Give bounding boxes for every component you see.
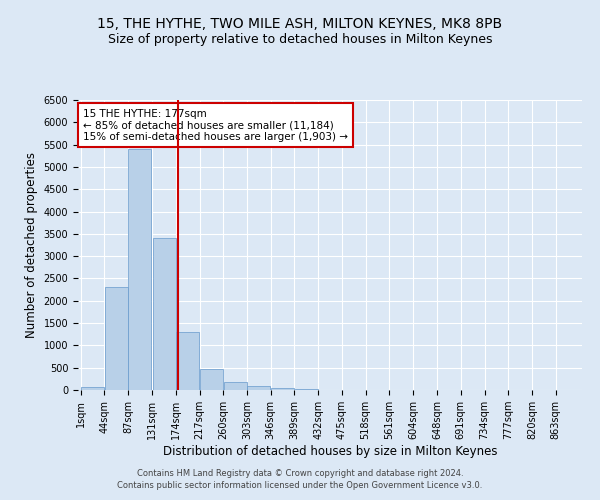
- Bar: [271, 388, 294, 390]
- Text: Contains public sector information licensed under the Open Government Licence v3: Contains public sector information licen…: [118, 481, 482, 490]
- Bar: [105, 288, 128, 390]
- Bar: [200, 368, 223, 390]
- Bar: [295, 388, 318, 390]
- Bar: [128, 149, 151, 390]
- X-axis label: Distribution of detached houses by size in Milton Keynes: Distribution of detached houses by size …: [163, 445, 497, 458]
- Bar: [247, 386, 271, 390]
- Bar: [153, 238, 176, 390]
- Text: Contains HM Land Registry data © Crown copyright and database right 2024.: Contains HM Land Registry data © Crown c…: [137, 468, 463, 477]
- Y-axis label: Number of detached properties: Number of detached properties: [25, 152, 38, 338]
- Bar: [176, 332, 199, 390]
- Bar: [224, 382, 247, 390]
- Text: 15 THE HYTHE: 177sqm
← 85% of detached houses are smaller (11,184)
15% of semi-d: 15 THE HYTHE: 177sqm ← 85% of detached h…: [83, 108, 348, 142]
- Text: 15, THE HYTHE, TWO MILE ASH, MILTON KEYNES, MK8 8PB: 15, THE HYTHE, TWO MILE ASH, MILTON KEYN…: [97, 18, 503, 32]
- Text: Size of property relative to detached houses in Milton Keynes: Size of property relative to detached ho…: [108, 32, 492, 46]
- Bar: [81, 387, 104, 390]
